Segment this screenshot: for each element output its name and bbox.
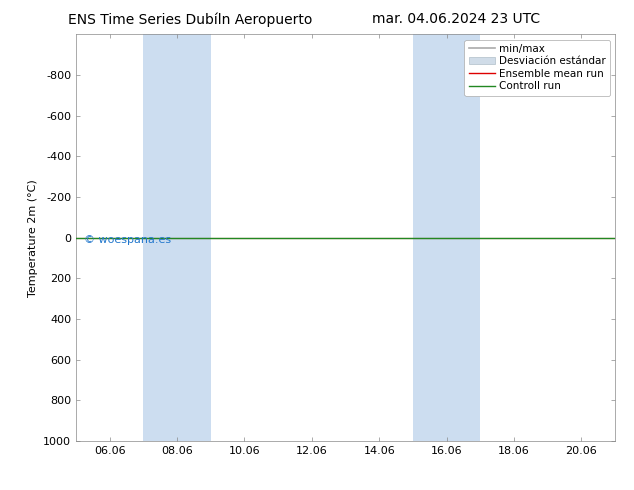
Y-axis label: Temperature 2m (°C): Temperature 2m (°C) [28, 179, 37, 296]
Text: mar. 04.06.2024 23 UTC: mar. 04.06.2024 23 UTC [372, 12, 541, 26]
Bar [143, 34, 210, 441]
Bar [413, 34, 481, 441]
Text: © woespana.es: © woespana.es [84, 235, 171, 245]
Legend: min/max, Desviación estándar, Ensemble mean run, Controll run: min/max, Desviación estándar, Ensemble m… [465, 40, 610, 96]
Text: ENS Time Series Dubíln Aeropuerto: ENS Time Series Dubíln Aeropuerto [68, 12, 313, 27]
